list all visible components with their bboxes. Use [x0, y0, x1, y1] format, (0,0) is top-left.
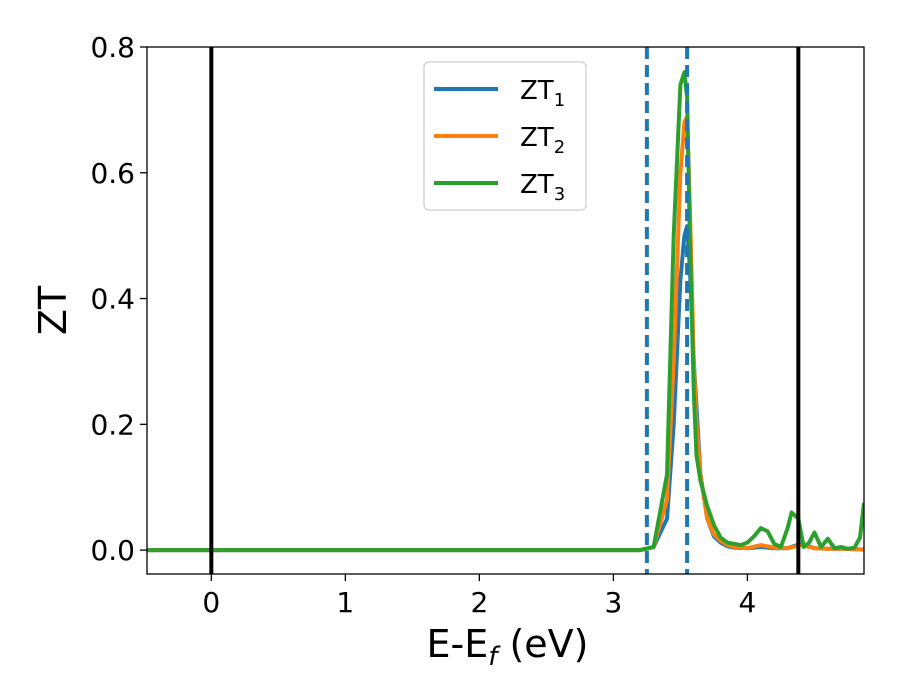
- y-axis-label: ZT: [31, 285, 75, 335]
- legend-label-zt3: ZT3: [520, 170, 565, 205]
- legend-label-zt1: ZT1: [520, 76, 565, 111]
- y-tick-label: 0.6: [90, 157, 135, 190]
- plot-area: [147, 47, 864, 574]
- series-line-zt1: [147, 224, 864, 553]
- y-axis: 0.0 0.2 0.4 0.6 0.8: [90, 31, 147, 567]
- x-axis-label-unit: (eV): [497, 622, 588, 666]
- y-tick-label: 0.8: [90, 31, 135, 64]
- x-axis-label-main: E-E: [427, 622, 489, 666]
- x-tick-label: 0: [202, 586, 220, 619]
- x-tick-label: 1: [336, 586, 354, 619]
- x-axis: 0 1 2 3 4: [202, 574, 756, 619]
- series-line-zt3: [147, 70, 864, 553]
- x-axis-label: E-Ef (eV): [427, 622, 589, 672]
- x-tick-label: 4: [738, 586, 756, 619]
- y-tick-label: 0.0: [90, 534, 135, 567]
- y-tick-label: 0.4: [90, 283, 135, 316]
- legend-box: [423, 61, 587, 211]
- x-tick-label: 3: [604, 586, 622, 619]
- legend-label-zt2: ZT2: [520, 123, 565, 158]
- x-tick-label: 2: [470, 586, 488, 619]
- y-tick-label: 0.2: [90, 408, 135, 441]
- axes-frame: [146, 46, 865, 575]
- legend: ZT1 ZT2 ZT3: [423, 61, 587, 211]
